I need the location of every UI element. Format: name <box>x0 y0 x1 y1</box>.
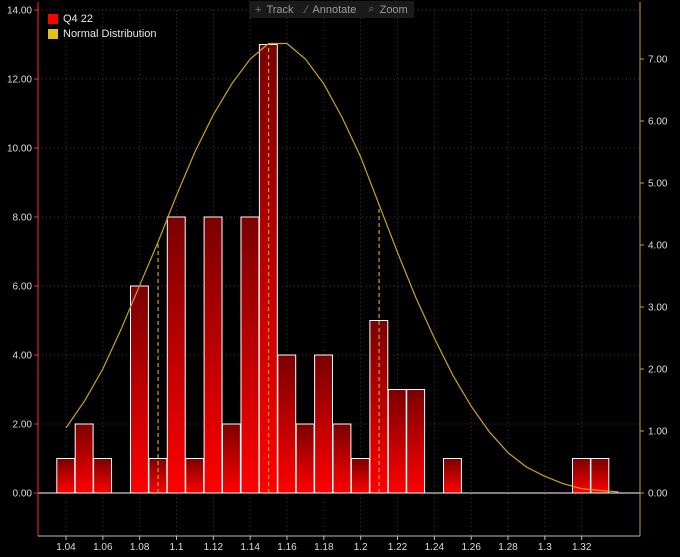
histogram-bar <box>277 354 297 494</box>
y-left-tick-label: 8.00 <box>13 213 33 224</box>
histogram-bar <box>314 354 334 494</box>
x-tick-label: 1.04 <box>56 542 76 553</box>
x-tick-label: 1.22 <box>388 542 408 553</box>
chart-toolbar: + Track ∕ Annotate ⌕ Zoom <box>249 1 414 18</box>
histogram-bars <box>56 44 610 494</box>
y-left-tick-label: 14.00 <box>7 6 32 17</box>
zoom-label: Zoom <box>379 3 408 16</box>
y-right-tick-label: 3.00 <box>648 303 668 314</box>
histogram-bar <box>166 216 186 494</box>
y-left-tick-label: 4.00 <box>13 351 33 362</box>
histogram-bar <box>351 458 370 494</box>
y-left-tick-label: 6.00 <box>13 282 33 293</box>
x-tick-label: 1.2 <box>354 542 368 553</box>
y-right-tick-label: 1.00 <box>648 427 668 438</box>
histogram-bar <box>130 285 149 494</box>
x-tick-label: 1.12 <box>204 542 224 553</box>
y-right-tick-label: 2.00 <box>648 365 668 376</box>
x-tick-label: 1.06 <box>93 542 113 553</box>
y-left-tick-label: 10.00 <box>7 144 32 155</box>
legend-item-normal-distribution[interactable]: Normal Distribution <box>48 26 157 41</box>
y-right-tick-label: 7.00 <box>648 55 668 66</box>
histogram-bar <box>185 458 205 494</box>
normal-distribution-line <box>65 42 619 493</box>
track-button[interactable]: + Track <box>249 1 300 18</box>
x-tick-label: 1.24 <box>425 542 445 553</box>
y-right-tick-label: 0.00 <box>648 489 668 500</box>
histogram-bar <box>222 423 241 494</box>
x-tick-label: 1.3 <box>538 542 552 553</box>
legend-label: Q4 22 <box>63 12 93 25</box>
histogram-bar <box>93 458 112 494</box>
crosshair-icon: + <box>255 3 262 16</box>
y-left-tick-label: 2.00 <box>13 420 33 431</box>
x-tick-label: 1.18 <box>314 542 334 553</box>
legend-label: Normal Distribution <box>63 27 157 40</box>
histogram-bar <box>443 458 462 494</box>
y-right-tick-label: 6.00 <box>648 117 668 128</box>
y-right-tick-label: 4.00 <box>648 241 668 252</box>
dashed-markers <box>157 43 380 493</box>
zoom-button[interactable]: ⌕ Zoom <box>362 1 413 18</box>
x-tick-label: 1.14 <box>240 542 260 553</box>
histogram-bar <box>56 458 76 494</box>
x-tick-label: 1.16 <box>277 542 297 553</box>
legend-swatch-red <box>48 13 58 24</box>
pencil-icon: ∕ <box>305 3 308 16</box>
y-left-tick-label: 0.00 <box>13 489 33 500</box>
normal-curve <box>65 42 619 493</box>
histogram-bar <box>240 216 260 494</box>
histogram-bar <box>387 389 407 494</box>
magnifier-icon: ⌕ <box>368 3 375 15</box>
histogram-bar <box>406 389 426 494</box>
axes: 0.00 2.00 4.00 6.00 8.00 10.00 12.00 14.00 0.00 1… <box>7 2 668 553</box>
histogram-bar <box>590 458 610 494</box>
histogram-bar <box>295 423 315 494</box>
annotate-button[interactable]: ∕ Annotate <box>300 1 363 18</box>
histogram-bar <box>203 216 223 494</box>
track-label: Track <box>266 3 294 16</box>
legend-swatch-yellow <box>48 28 58 39</box>
x-tick-label: 1.28 <box>498 542 518 553</box>
histogram-bar <box>74 423 94 494</box>
histogram-bar <box>572 458 591 494</box>
legend-item-q4-22[interactable]: Q4 22 <box>48 11 157 26</box>
histogram-bar <box>332 423 352 494</box>
annotate-label: Annotate <box>312 3 357 16</box>
y-right-tick-label: 5.00 <box>648 179 668 190</box>
x-tick-label: 1.26 <box>461 542 481 553</box>
legend: Q4 22 Normal Distribution <box>48 11 157 41</box>
x-tick-label: 1.1 <box>170 542 184 553</box>
y-left-tick-label: 12.00 <box>7 75 32 86</box>
x-tick-label: 1.32 <box>572 542 592 553</box>
x-tick-label: 1.08 <box>130 542 150 553</box>
